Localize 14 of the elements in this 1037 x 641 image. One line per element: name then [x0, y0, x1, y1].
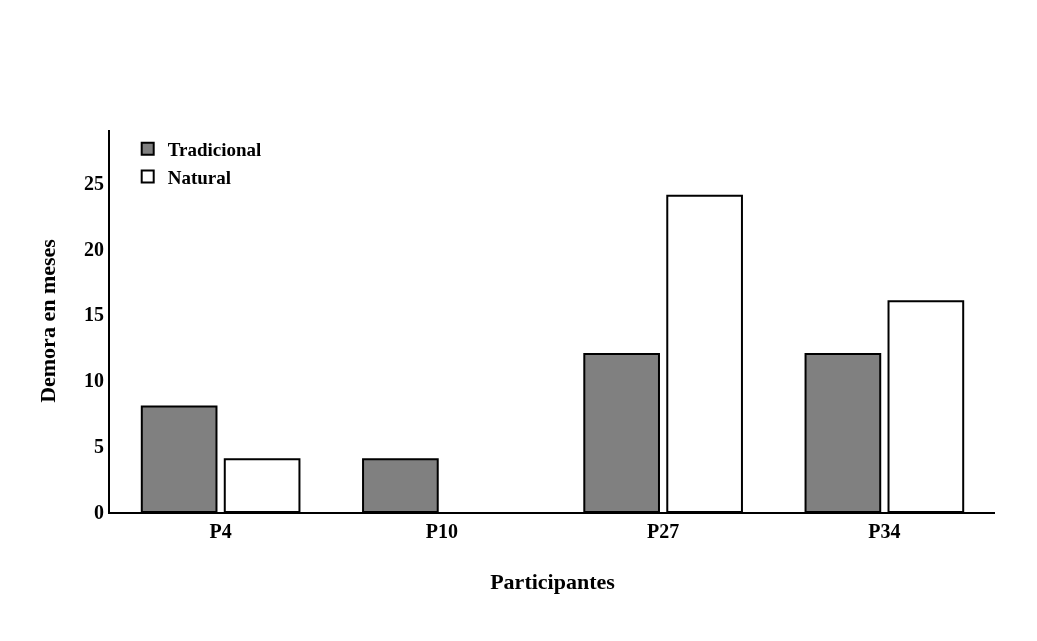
x-tick-label: P10 — [425, 520, 458, 542]
x-axis-title: Participantes — [490, 569, 616, 594]
legend-label: Natural — [167, 166, 232, 188]
x-tick-label: P27 — [647, 520, 680, 542]
legend-label: Tradicional — [167, 139, 262, 161]
y-tick-label: 0 — [94, 501, 104, 523]
y-tick-label: 10 — [84, 369, 104, 392]
y-tick-label: 25 — [84, 171, 104, 194]
y-tick-label: 20 — [84, 237, 104, 260]
y-axis-title: Demora en meses — [35, 238, 60, 403]
x-tick-label: P34 — [868, 520, 901, 542]
y-tick-label: 5 — [94, 435, 104, 458]
y-tick-label: 15 — [84, 303, 104, 326]
x-tick-label: P4 — [209, 520, 232, 542]
